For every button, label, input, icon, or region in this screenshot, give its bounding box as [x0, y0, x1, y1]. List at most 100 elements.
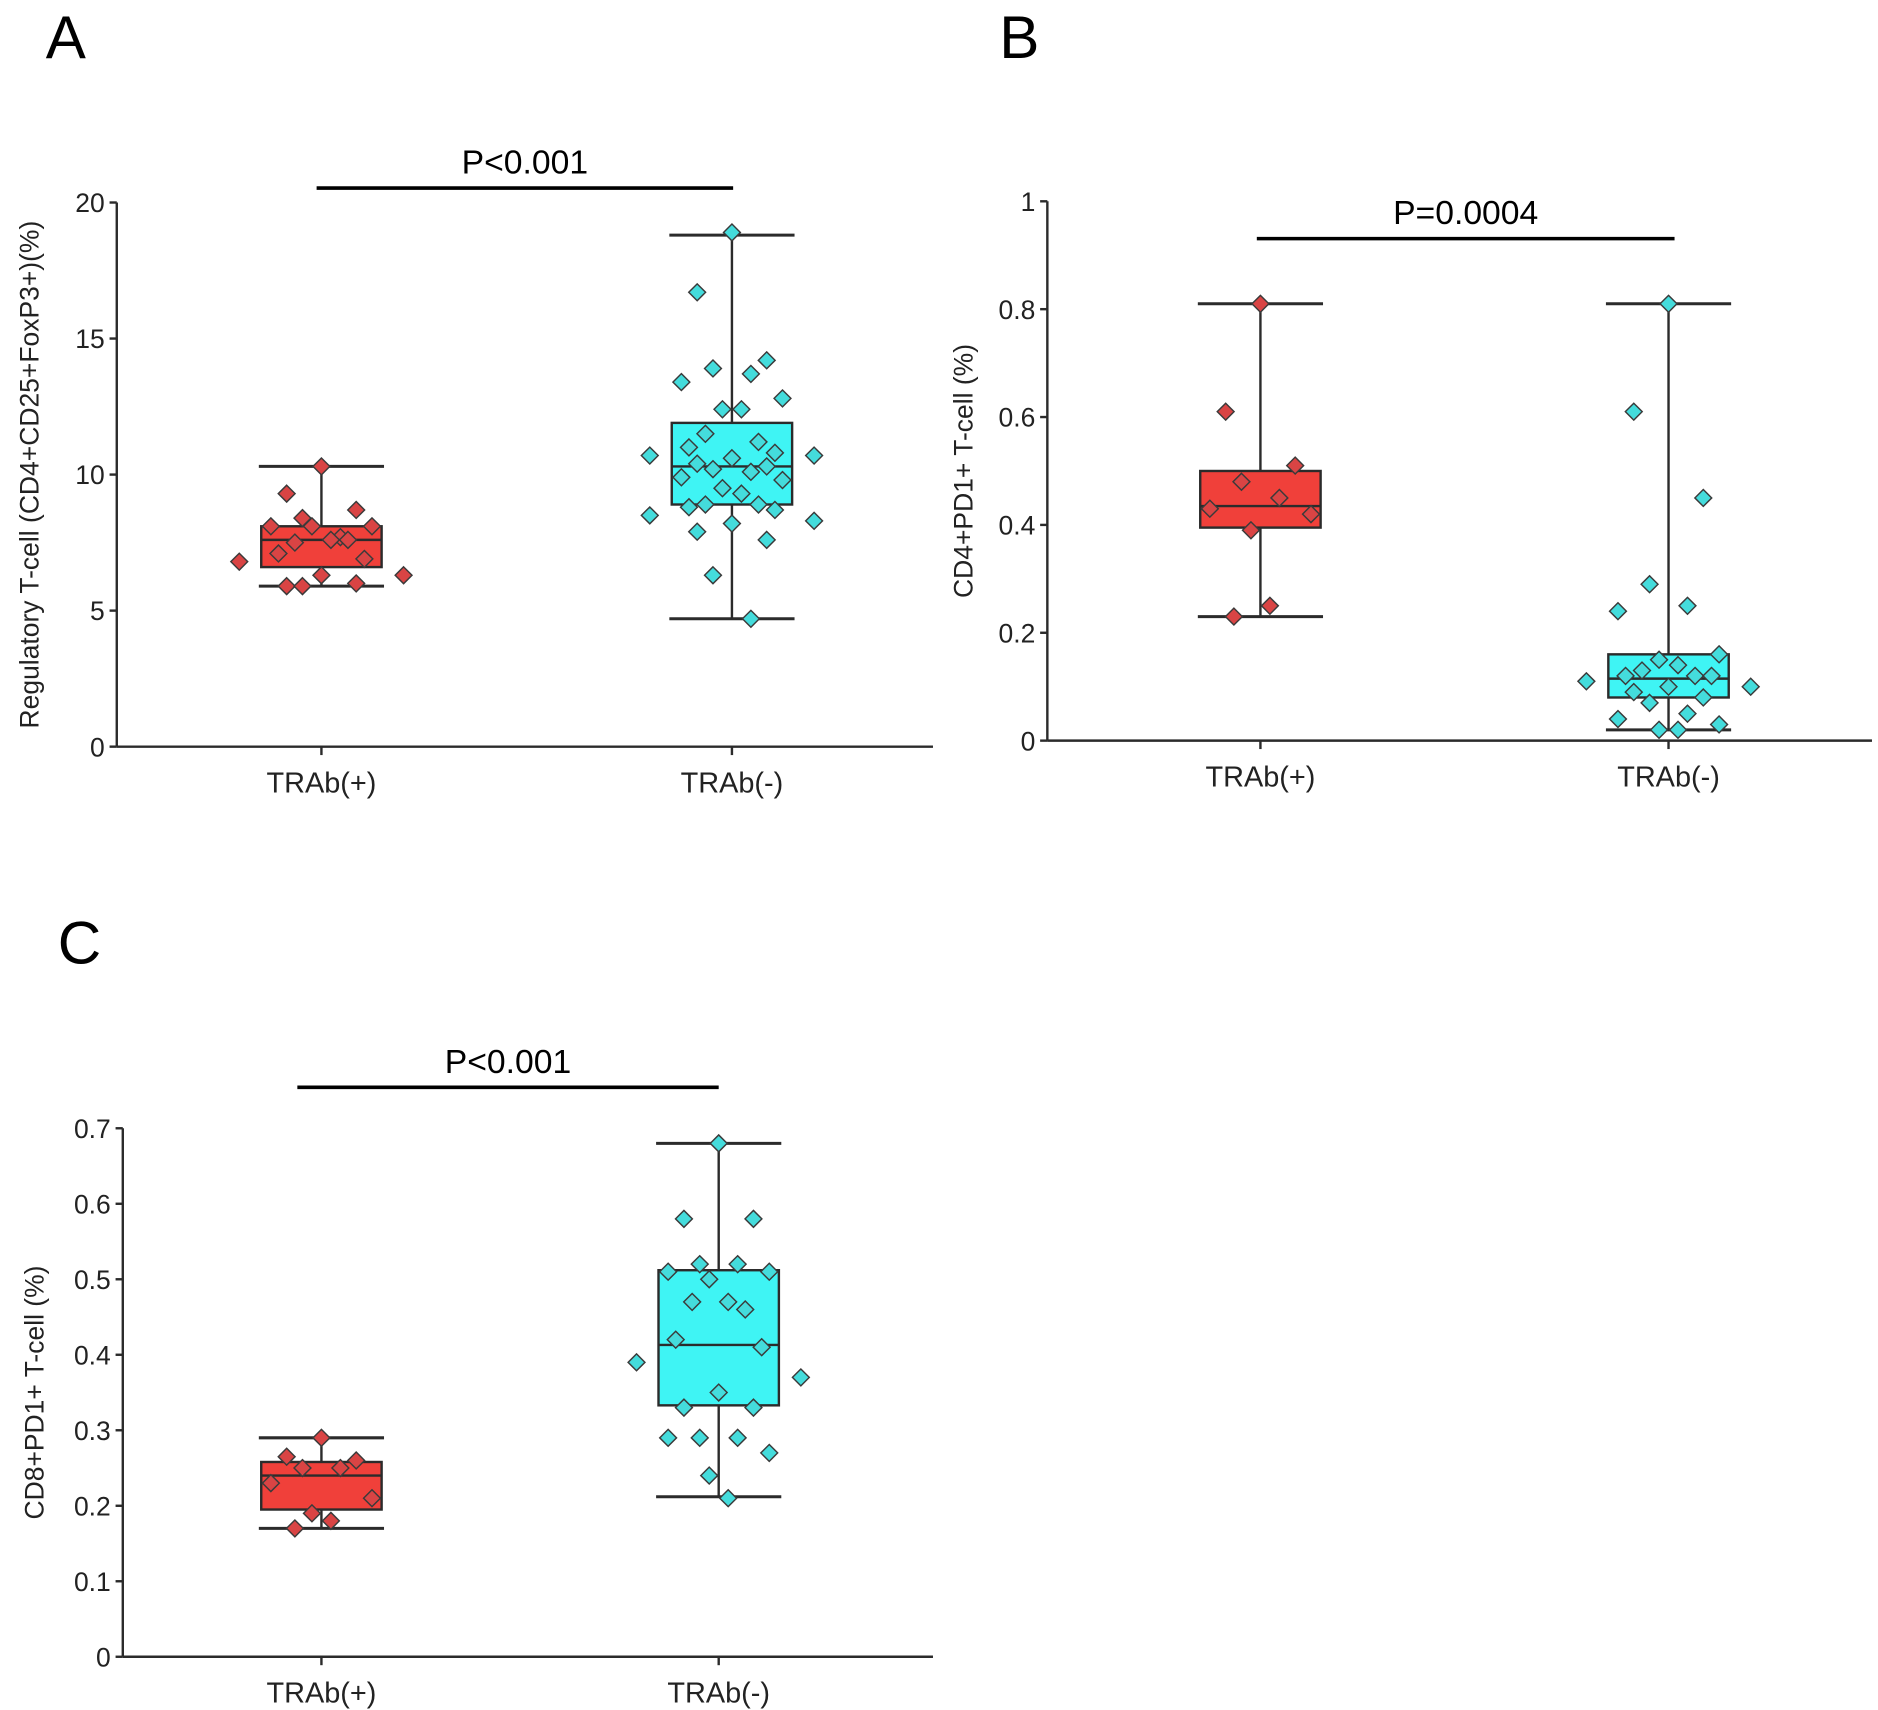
data-point [666, 1330, 686, 1350]
data-point [699, 1466, 719, 1486]
data-point [752, 1337, 772, 1357]
data-point [321, 530, 341, 550]
y-tick-label: 0.3 [74, 1416, 111, 1446]
box-iqr [260, 1460, 383, 1511]
y-tick-label: 0.2 [999, 618, 1036, 648]
data-point [277, 576, 297, 596]
data-point [658, 1262, 678, 1282]
data-point [749, 432, 768, 452]
data-point [1608, 709, 1628, 729]
data-point [1649, 650, 1669, 670]
data-point [765, 500, 785, 520]
data-point [330, 1458, 350, 1478]
y-tick-label: 0.7 [74, 1114, 111, 1144]
y-tick-label: 0.6 [74, 1189, 111, 1219]
data-point [285, 533, 305, 553]
data-point [759, 1262, 779, 1282]
y-tick-label: 0.5 [74, 1265, 111, 1295]
data-point [674, 1209, 694, 1229]
data-point [1693, 688, 1713, 707]
data-point [1668, 720, 1688, 740]
data-point [722, 448, 742, 468]
data-point [1200, 499, 1220, 519]
data-point [690, 1254, 710, 1274]
series-trab-pos [258, 1428, 385, 1538]
data-point [690, 1428, 710, 1448]
data-point [311, 456, 331, 476]
data-point [1678, 596, 1697, 616]
data-point [1649, 720, 1669, 740]
data-point [346, 500, 366, 520]
data-point [1301, 504, 1321, 524]
data-point [674, 1398, 694, 1418]
data-point [346, 573, 366, 593]
data-point [1250, 294, 1270, 314]
panel-a: A 0 5 10 15 20 Regulatory T-cell (CD4+CD25+Fox… [15, 4, 933, 799]
data-point [1709, 715, 1729, 734]
data-point [773, 388, 792, 408]
y-tick-label: 0 [90, 732, 105, 762]
data-point [804, 511, 824, 531]
box-iqr [1199, 469, 1322, 529]
data-point [261, 516, 281, 536]
data-point [741, 609, 761, 629]
y-axis-label: CD8+PD1+ T-cell (%) [19, 1266, 49, 1520]
data-point [759, 1443, 779, 1463]
data-point [354, 549, 374, 569]
data-point [699, 1269, 719, 1289]
data-point [1659, 294, 1678, 314]
data-point [311, 565, 331, 585]
y-axis-label: CD4+PD1+ T-cell (%) [949, 344, 979, 598]
y-tick-label: 0.4 [74, 1340, 111, 1370]
p-value-label: P=0.0004 [1393, 194, 1538, 232]
series-trab-neg [640, 222, 824, 629]
p-value-label: P<0.001 [445, 1043, 571, 1081]
panel-b: B 0 0.2 0.4 0.6 0.8 1 CD4+PD1+ T-cell (%) TRAb(+… [949, 4, 1872, 793]
data-point [757, 350, 777, 370]
data-point [731, 399, 751, 419]
panel-letter: A [46, 4, 87, 71]
data-point [703, 565, 723, 585]
panel-letter: B [999, 4, 1039, 71]
series-trab-neg [627, 1133, 811, 1508]
data-point [744, 1209, 763, 1229]
data-point [765, 443, 785, 463]
data-point [722, 222, 742, 242]
y-tick-label: 0.6 [999, 403, 1036, 433]
data-point [311, 1428, 331, 1448]
data-point [362, 516, 382, 536]
y-tick-label: 1 [1021, 187, 1036, 217]
data-point [1640, 574, 1660, 594]
x-tick-label: TRAb(+) [266, 1678, 376, 1710]
p-value-label: P<0.001 [462, 144, 588, 182]
data-point [671, 372, 691, 392]
y-tick-label: 0.8 [999, 295, 1036, 325]
data-point [709, 1133, 729, 1153]
data-point [1702, 666, 1721, 686]
x-tick-label: TRAb(-) [667, 1678, 770, 1710]
data-point [671, 467, 691, 487]
data-point [1693, 488, 1713, 508]
data-point [1668, 655, 1688, 675]
data-point [1624, 682, 1644, 702]
data-point [229, 552, 249, 572]
data-point [722, 514, 742, 534]
data-point [728, 1254, 748, 1274]
y-tick-label: 0 [96, 1642, 111, 1672]
y-tick-label: 0.4 [999, 511, 1036, 541]
series-trab-pos [1197, 294, 1324, 627]
x-tick-label: TRAb(+) [1205, 761, 1315, 793]
data-point [1608, 601, 1628, 621]
x-tick-label: TRAb(+) [266, 767, 376, 799]
data-point [1232, 472, 1251, 492]
data-point [718, 1292, 738, 1312]
data-point [1709, 644, 1729, 664]
data-point [1269, 488, 1289, 508]
data-point [338, 530, 358, 550]
data-point [735, 1300, 755, 1319]
panel-c: C 0 0.1 0.2 0.3 0.4 0.5 0.6 0.7 CD8+PD1+ T-cell (… [19, 909, 933, 1710]
data-point [703, 359, 723, 378]
data-point [1741, 677, 1761, 697]
x-tick-label: TRAb(-) [681, 767, 784, 799]
data-point [302, 1503, 322, 1523]
